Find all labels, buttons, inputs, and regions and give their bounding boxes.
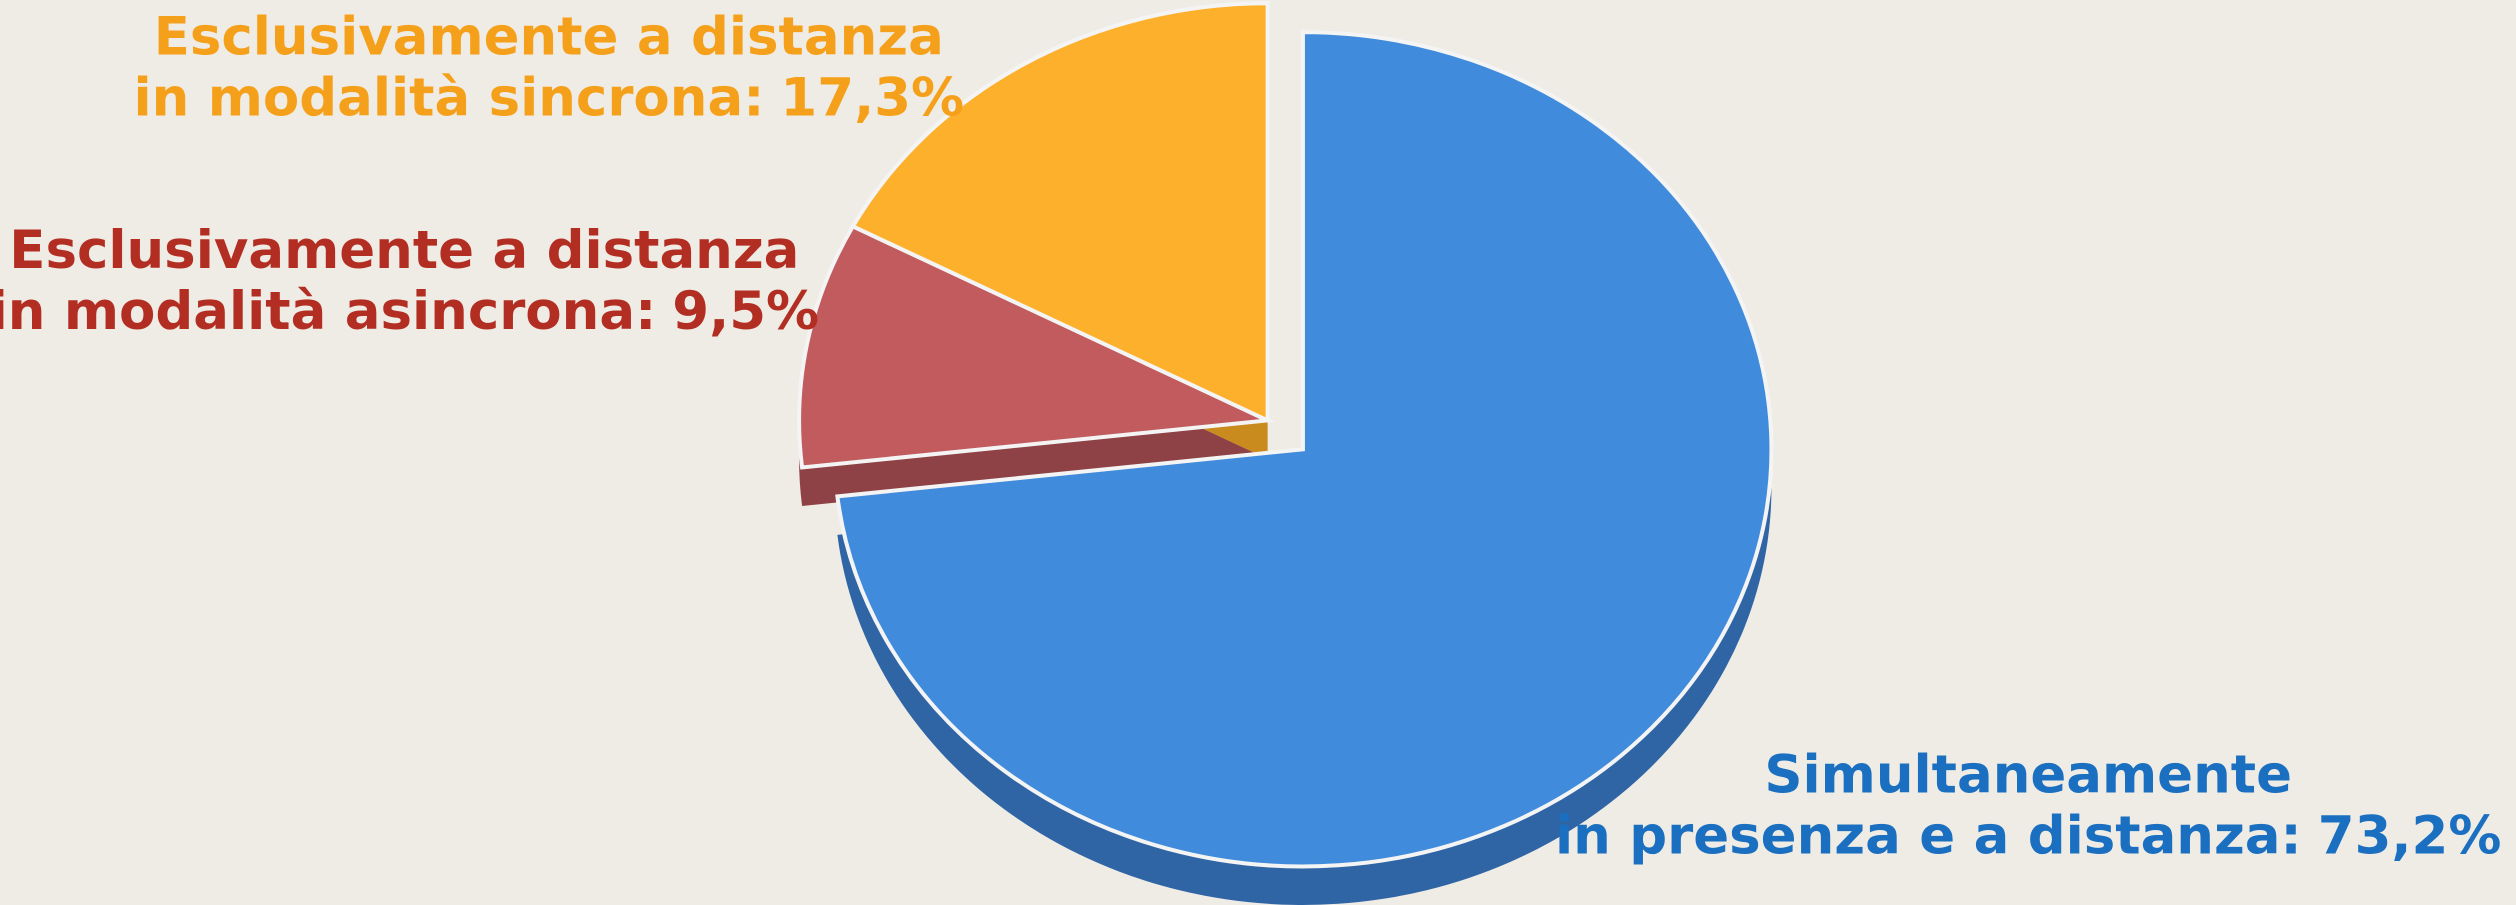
slice xyxy=(797,223,1276,470)
value-label: 9,5% xyxy=(672,281,819,342)
slice-label: in presenza e a distanza: 73,2% xyxy=(1555,806,2501,867)
slice-label: in modalità sincrona: 17,3% xyxy=(133,68,964,129)
slice xyxy=(850,1,1270,424)
value-label: 73,2% xyxy=(2318,806,2502,867)
slice-label-line: Esclusivamente a distanza xyxy=(9,220,799,281)
slice xyxy=(835,30,1774,869)
slice-label-line: Simultaneamente xyxy=(1764,745,2292,806)
slice-label-line: in modalità asincrona: xyxy=(0,281,656,342)
slice-label: in modalità asincrona: 9,5% xyxy=(0,281,819,342)
value-label: 17,3% xyxy=(780,68,964,129)
slice-label-line: in presenza e a distanza: xyxy=(1555,806,2302,867)
slice-label-line: Esclusivamente a distanza xyxy=(154,7,944,68)
slice-label-line: in modalità sincrona: xyxy=(133,68,764,129)
